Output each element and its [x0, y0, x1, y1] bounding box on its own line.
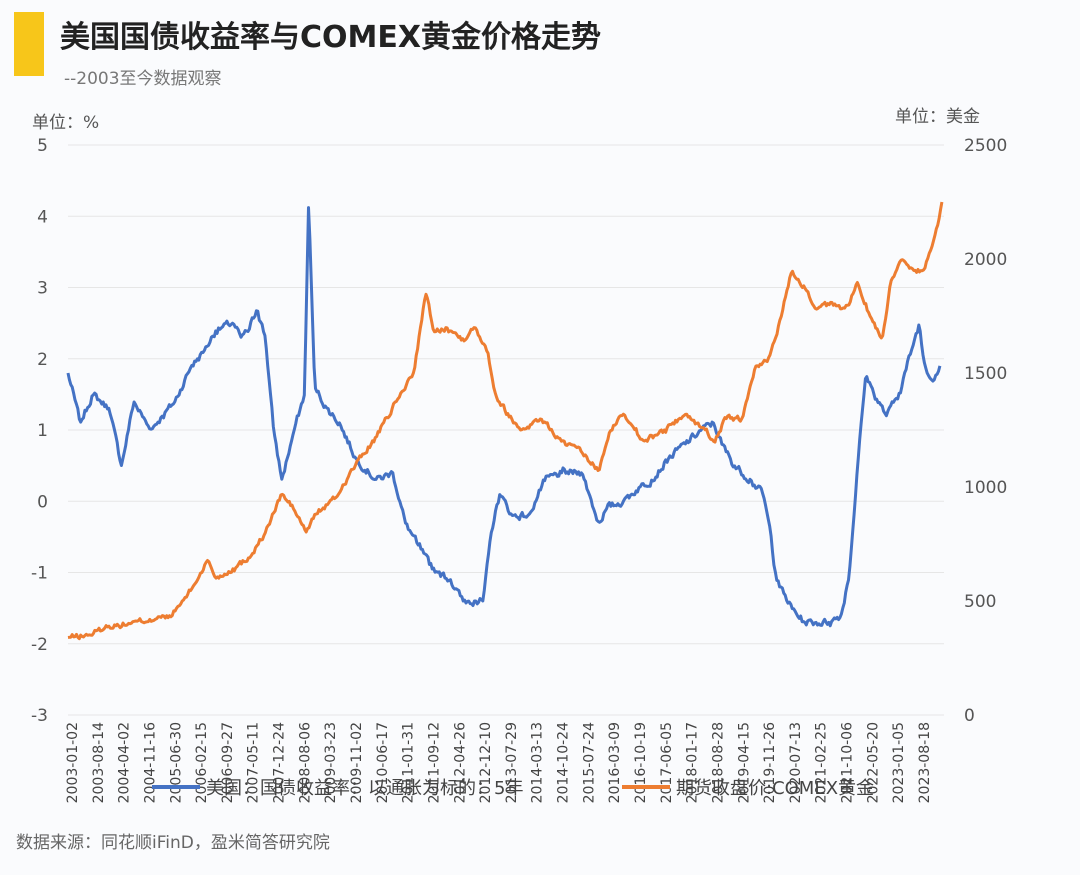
right-y-tick-label: 0 [964, 706, 975, 726]
right-y-axis-ticks: 2500 2000 1500 1000 500 0 [964, 136, 1007, 726]
x-tick-label: 2013-07-29 [504, 722, 520, 803]
x-tick-label: 2011-01-31 [401, 722, 417, 803]
x-tick-label: 2023-08-18 [917, 722, 933, 803]
x-tick-label: 2019-11-26 [762, 722, 778, 803]
right-y-tick-label: 2500 [964, 136, 1007, 156]
x-tick-label: 2014-03-13 [530, 722, 546, 803]
x-tick-label: 2016-03-09 [607, 722, 623, 803]
right-axis-unit-label: 单位：美金 [895, 107, 980, 127]
left-y-tick-label: -2 [31, 635, 48, 655]
left-y-tick-label: 4 [37, 207, 48, 227]
x-tick-label: 2015-07-24 [581, 722, 597, 803]
right-y-tick-label: 500 [964, 592, 996, 612]
x-tick-label: 2004-11-16 [142, 722, 158, 803]
left-y-tick-label: 2 [37, 350, 48, 370]
x-tick-label: 2016-10-19 [633, 722, 649, 803]
x-tick-label: 2006-02-15 [194, 722, 210, 803]
x-tick-label: 2007-12-24 [272, 722, 288, 803]
right-y-tick-label: 1500 [964, 364, 1007, 384]
gold-series-line [67, 201, 944, 641]
x-tick-label: 2004-04-02 [117, 722, 133, 803]
x-tick-label: 2011-09-12 [426, 722, 442, 803]
x-tick-label: 2005-06-30 [168, 722, 184, 803]
data-source-note: 数据来源：同花顺iFinD，盈米简答研究院 [16, 833, 330, 853]
x-tick-label: 2003-01-02 [65, 722, 81, 803]
x-tick-label: 2021-02-25 [814, 722, 830, 803]
series-lines [66, 201, 944, 641]
x-tick-label: 2019-04-15 [736, 722, 752, 803]
yield-series-line [66, 206, 942, 628]
x-tick-label: 2006-09-27 [220, 722, 236, 803]
legend: 美国：国债收益率：以通胀为标的：5年 期货收盘价:COMEX黄金 [152, 778, 874, 799]
legend-label-yield: 美国：国债收益率：以通胀为标的：5年 [206, 778, 523, 799]
x-tick-label: 2020-07-13 [788, 722, 804, 803]
x-tick-label: 2009-03-23 [323, 722, 339, 803]
x-tick-label: 2014-10-24 [556, 722, 572, 803]
x-tick-label: 2017-06-05 [659, 722, 675, 803]
x-tick-label: 2003-08-14 [91, 722, 107, 803]
left-y-tick-label: 3 [37, 279, 48, 299]
left-axis-unit-label: 单位：% [32, 113, 100, 133]
left-y-tick-label: 5 [37, 136, 48, 156]
title-accent-bar [14, 12, 44, 76]
left-y-tick-label: 0 [37, 492, 48, 512]
x-tick-label: 2010-06-17 [375, 722, 391, 803]
left-y-tick-label: -3 [31, 706, 48, 726]
x-tick-label: 2023-01-05 [891, 722, 907, 803]
x-tick-label: 2012-12-10 [478, 722, 494, 803]
x-tick-label: 2018-08-28 [710, 722, 726, 803]
chart-title: 美国国债收益率与COMEX黄金价格走势 [60, 20, 601, 55]
x-tick-label: 2008-08-06 [297, 722, 313, 803]
x-tick-label: 2009-11-02 [349, 722, 365, 803]
x-tick-label: 2018-01-17 [685, 722, 701, 803]
x-tick-label: 2007-05-11 [246, 722, 262, 803]
x-tick-label: 2022-05-20 [865, 722, 881, 803]
right-y-tick-label: 1000 [964, 478, 1007, 498]
chart-subtitle: --2003至今数据观察 [64, 69, 222, 89]
left-y-tick-label: -1 [31, 564, 48, 584]
left-y-tick-label: 1 [37, 421, 48, 441]
x-tick-label: 2012-04-26 [452, 722, 468, 803]
legend-label-gold: 期货收盘价:COMEX黄金 [676, 778, 874, 799]
left-y-axis-ticks: 5 4 3 2 1 0 -1 -2 -3 [31, 136, 48, 726]
right-y-tick-label: 2000 [964, 250, 1007, 270]
grid-lines [68, 144, 944, 716]
x-axis-ticks: 2003-01-02 2003-08-14 2004-04-02 2004-11-16… [65, 722, 933, 803]
x-tick-label: 2021-10-06 [840, 722, 856, 803]
